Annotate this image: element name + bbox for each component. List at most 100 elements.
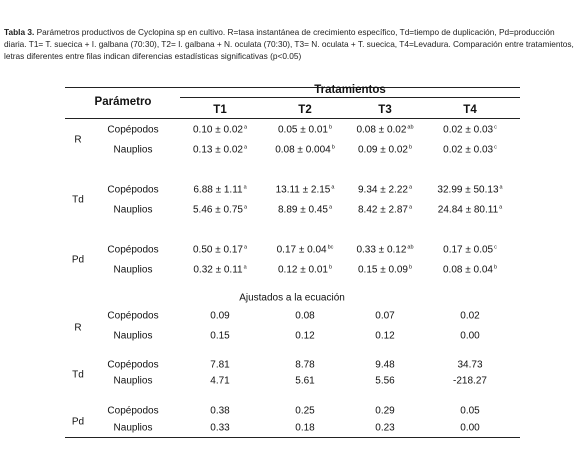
header-parameter: Parámetro: [94, 96, 152, 108]
cell: 0.38: [210, 405, 230, 417]
cell-value: 0.17 ± 0.04: [276, 244, 327, 256]
row-label: Copépodos: [107, 310, 159, 322]
cell-letter: c: [494, 124, 497, 131]
caption-text: Parámetros productivos de Cyclopina sp e…: [4, 27, 574, 61]
cell-letter: b: [328, 264, 333, 271]
cell: 0.05 ± 0.01b: [278, 125, 332, 136]
cell: 32.99 ± 50.13a: [437, 185, 502, 196]
cell-value: 24.84 ± 80.11: [437, 204, 499, 216]
cell-letter: b: [408, 264, 413, 271]
cell-value: 0.33 ± 0.12: [356, 244, 407, 256]
cell: 0.08 ± 0.004b: [275, 145, 335, 156]
cell: -218.27: [453, 375, 487, 387]
caption-label: Tabla 3.: [4, 27, 35, 37]
cell: 0.25: [295, 405, 315, 417]
cell: 0.33 ± 0.12ab: [356, 245, 413, 256]
cell: 0.08: [295, 310, 315, 322]
cell-letter: a: [243, 124, 248, 131]
cell-letter: ab: [407, 124, 414, 131]
cell: 8.78: [295, 359, 315, 371]
cell-letter: a: [243, 264, 247, 271]
cell-value: 0.17 ± 0.05: [443, 244, 494, 256]
cell: 0.07: [375, 310, 395, 322]
cell: 0.50 ± 0.17a: [193, 245, 247, 256]
cell: 8.89 ± 0.45a: [278, 205, 332, 216]
cell: 0.09 ± 0.02b: [358, 145, 412, 156]
cell: 0.13 ± 0.02a: [193, 145, 247, 156]
cell-value: 9.34 ± 2.22: [357, 184, 408, 196]
cell-value: 0.02 ± 0.03: [443, 124, 494, 136]
parameter: R: [74, 134, 82, 146]
cell: 34.73: [457, 359, 483, 371]
cell-value: 0.05 ± 0.01: [277, 124, 328, 136]
cell: 6.88 ± 1.11a: [193, 185, 246, 196]
cell-value: 0.32 ± 0.11: [193, 264, 243, 276]
cell-value: 0.08 ± 0.02: [356, 124, 407, 136]
cell: 5.61: [295, 375, 315, 387]
cell: 24.84 ± 80.11a: [438, 205, 502, 216]
cell: 7.81: [210, 359, 230, 371]
cell-letter: bc: [327, 244, 334, 251]
column-header: T2: [298, 104, 312, 116]
cell: 9.34 ± 2.22a: [358, 185, 412, 196]
cell-letter: a: [243, 144, 248, 151]
cell: 0.02 ± 0.03c: [443, 125, 497, 136]
cell: 0.08 ± 0.04b: [443, 265, 497, 276]
row-label: Copépodos: [107, 244, 159, 256]
cell: 0.10 ± 0.02a: [193, 125, 247, 136]
cell: 5.56: [375, 375, 395, 387]
cell-value: 0.08 ± 0.004: [275, 144, 331, 156]
row-label: Nauplios: [113, 375, 153, 387]
row-label: Nauplios: [113, 264, 153, 276]
parameter: Pd: [71, 254, 85, 266]
cell: 0.18: [295, 422, 315, 434]
column-header: T3: [378, 104, 392, 116]
cell: 5.46 ± 0.75a: [193, 205, 247, 216]
cell: 0.23: [375, 422, 395, 434]
cell-letter: b: [408, 144, 413, 151]
cell: 0.17 ± 0.04bc: [277, 245, 334, 256]
cell-letter: c: [494, 244, 497, 251]
cell-value: 0.50 ± 0.17: [192, 244, 243, 256]
cell-value: 0.02 ± 0.03: [443, 144, 494, 156]
cell: 9.48: [375, 359, 395, 371]
cell-letter: a: [328, 204, 333, 211]
cell: 0.15: [210, 330, 230, 342]
cell-value: 5.46 ± 0.75: [192, 204, 243, 216]
cell: 0.12: [375, 330, 395, 342]
cell: 0.33: [210, 422, 230, 434]
cell: 0.02: [460, 310, 480, 322]
cell: 0.05: [460, 405, 480, 417]
cell-letter: a: [499, 184, 503, 191]
cell: 0.02 ± 0.03c: [443, 145, 497, 156]
cell-value: 0.12 ± 0.01: [277, 264, 328, 276]
cell: 0.32 ± 0.11a: [193, 265, 246, 276]
cell-letter: a: [408, 184, 413, 191]
group-rule: [180, 97, 520, 98]
cell-value: 6.88 ± 1.11: [193, 184, 243, 196]
cell-letter: a: [243, 204, 248, 211]
cell-letter: c: [494, 144, 497, 151]
cell-value: 0.13 ± 0.02: [192, 144, 243, 156]
cell-letter: b: [328, 124, 333, 131]
cell-letter: a: [499, 204, 503, 211]
column-header: T1: [213, 104, 227, 116]
cell-letter: a: [408, 204, 413, 211]
top-rule: [65, 87, 520, 88]
row-label: Copépodos: [107, 184, 159, 196]
cell: 0.09: [210, 310, 230, 322]
cell-letter: b: [331, 144, 335, 151]
cell-value: 0.15 ± 0.09: [357, 264, 408, 276]
cell: 0.08 ± 0.02ab: [356, 125, 413, 136]
row-label: Copépodos: [107, 405, 159, 417]
cell-letter: a: [331, 184, 335, 191]
caption: Tabla 3. Parámetros productivos de Cyclo…: [4, 26, 576, 62]
cell: 0.15 ± 0.09b: [358, 265, 412, 276]
cell-value: 0.10 ± 0.02: [192, 124, 243, 136]
header-group: Tratamientos: [314, 84, 386, 96]
row-label: Nauplios: [113, 144, 153, 156]
bottom-rule: [65, 437, 520, 438]
cell-value: 8.42 ± 2.87: [357, 204, 408, 216]
cell-letter: a: [243, 184, 247, 191]
